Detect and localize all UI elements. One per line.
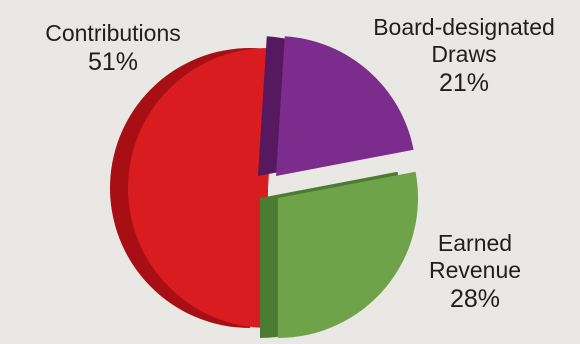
pie-slice-face [276,36,414,176]
label-contributions: Contributions 51% [8,20,218,77]
label-earned-name-line2: Revenue [428,257,522,283]
pie-slice-earned-revenue [260,171,418,338]
label-contributions-name: Contributions [45,20,181,46]
label-earned-name-line1: Earned [437,230,513,256]
pie-slice-face [278,171,418,338]
pie-slice-face [127,47,277,328]
label-board-name-line2: Draws [431,41,497,67]
label-board-pct: 21% [438,69,490,97]
label-earned-revenue: Earned Revenue 28% [400,230,550,314]
label-earned-pct: 28% [449,285,501,313]
label-board-designated-draws: Board-designated Draws 21% [348,14,580,98]
pie-slice-board-designated-draws [258,36,414,176]
pie-slice-contributions [109,47,277,328]
label-board-name-line1: Board-designated [373,14,555,40]
label-contributions-pct: 51% [87,48,139,76]
